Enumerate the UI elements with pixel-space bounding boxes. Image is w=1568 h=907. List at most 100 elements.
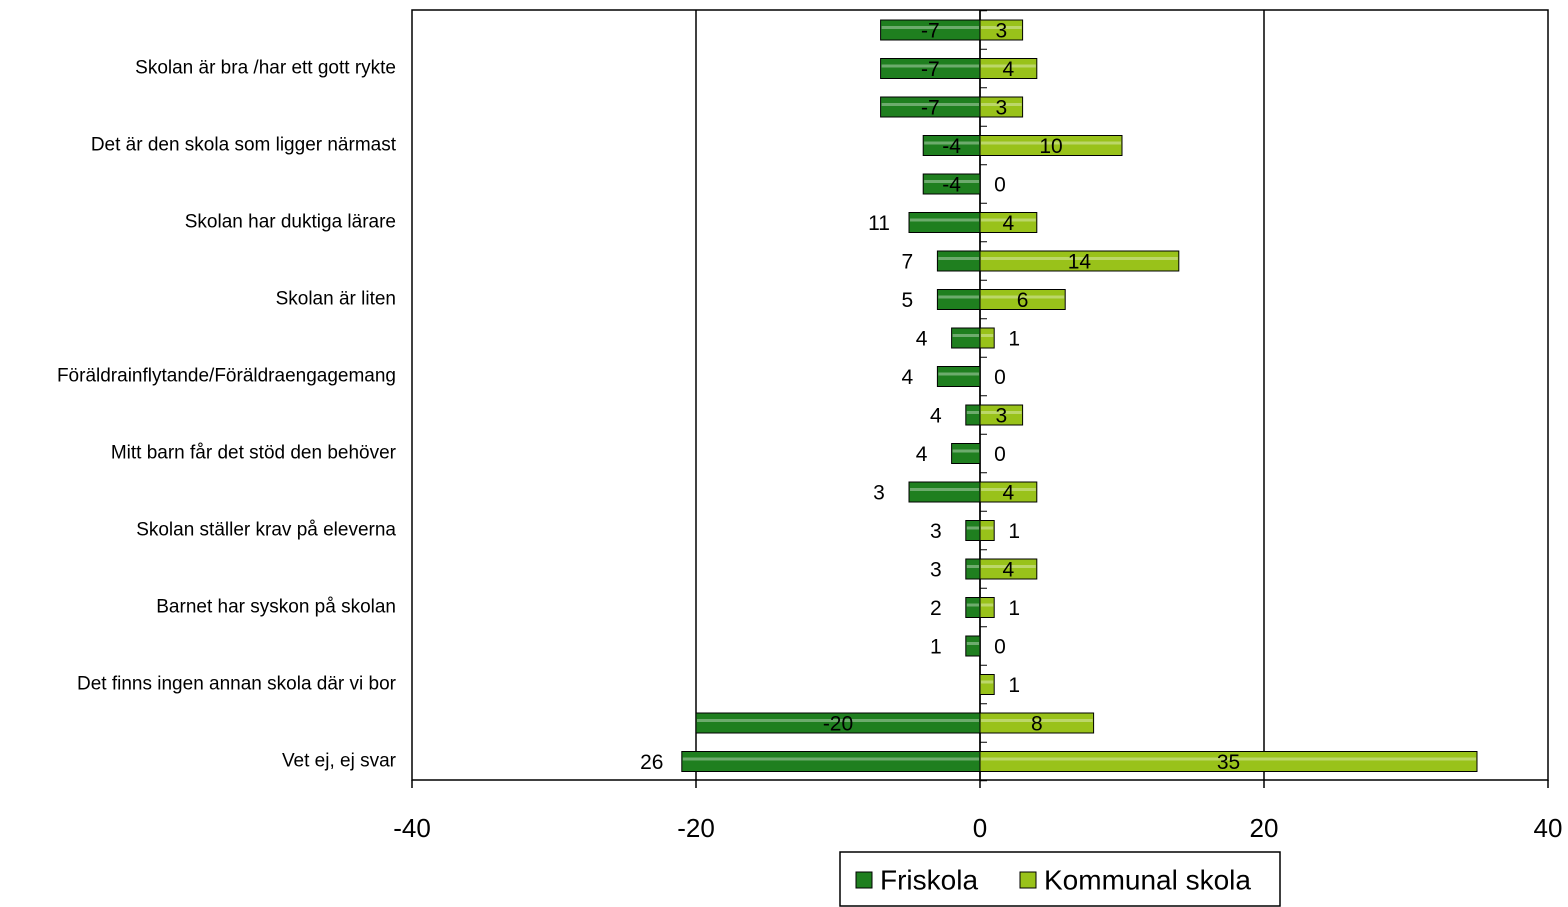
bar [979,520,995,541]
data-label: 4 [916,328,928,351]
category-label: Skolan har duktiga lärare [185,212,396,233]
x-tick-label: -20 [677,813,715,843]
bar-highlight [981,26,1022,29]
bar-highlight [966,411,979,414]
bar [979,674,995,695]
bar-highlight [981,141,1121,145]
data-label: 1 [1008,597,1020,620]
bar [936,366,981,387]
bar [979,289,1066,310]
data-label: 4 [1003,212,1015,235]
bar [979,558,1038,580]
bar [965,558,981,580]
bar-highlight [924,141,979,145]
category-label: Det är den skola som ligger närmast [91,135,397,156]
bar [979,58,1038,79]
bar [979,19,1024,41]
bar-highlight [981,526,994,530]
bar [979,250,1180,272]
data-label: 3 [930,520,942,543]
bar-highlight [981,603,994,607]
bar-highlight [981,565,1036,568]
data-label: -4 [942,174,961,197]
bar [979,212,1038,233]
bar [979,712,1095,734]
x-tick-label: -40 [393,813,431,843]
bar-highlight [981,488,1036,491]
bar-highlight [966,526,979,530]
data-label: 14 [1068,251,1092,274]
x-tick-label: 20 [1250,813,1279,843]
data-label: 4 [1003,482,1015,505]
data-label: 0 [994,174,1006,197]
bar [965,635,981,657]
bar-highlight [952,449,979,453]
bar [965,520,981,541]
data-label: 4 [1003,58,1015,81]
category-label: Skolan är bra /har ett gott rykte [135,58,396,79]
category-label: Vet ej, ej svar [282,751,397,772]
bar [979,135,1123,156]
bar [936,289,981,310]
legend-swatch [1019,871,1037,889]
bar-highlight [697,719,979,722]
category-label: Skolan ställer krav på eleverna [136,520,396,541]
category-label: Skolan är liten [276,289,396,310]
bar-highlight [682,757,979,761]
data-label: 1 [1008,674,1020,697]
bar-highlight [966,565,979,568]
bar [979,404,1024,426]
bar-highlight [981,411,1022,414]
data-label: 35 [1217,751,1240,774]
bar [979,481,1038,503]
bar-highlight [966,642,979,645]
data-label: -7 [921,20,940,43]
bar-highlight [938,372,979,376]
bar-highlight [910,218,979,222]
data-label: 4 [902,366,914,389]
bar-highlight [952,334,979,337]
bar [979,597,995,618]
bar [681,751,981,772]
category-label: Det finns ingen annan skola där vi bor [77,674,397,695]
data-label: 6 [1017,289,1029,312]
category-label: Barnet har syskon på skolan [156,597,396,618]
bar-highlight [981,757,1476,761]
bar-highlight [981,295,1065,299]
bar-highlight [981,719,1093,722]
category-label: Mitt barn får det stöd den behöver [111,443,397,464]
data-label: 2 [930,597,942,620]
bar-highlight [981,103,1022,106]
data-label: 1 [1008,328,1020,351]
data-label: 0 [994,443,1006,466]
bar-highlight [881,103,979,106]
bar-highlight [910,488,979,491]
bar-highlight [938,295,979,299]
data-label: 1 [930,636,942,659]
bar [922,173,981,195]
bar-highlight [981,257,1178,260]
data-label: -4 [942,135,961,158]
data-label: 3 [995,405,1007,428]
x-tick-label: 0 [973,813,987,843]
bar [979,751,1478,772]
legend-box [839,851,1281,907]
bar [965,404,981,426]
bar-highlight [981,218,1036,222]
bar [951,443,981,464]
data-label: 4 [930,405,942,428]
legend-swatch [855,871,873,889]
data-label: 0 [994,636,1006,659]
legend-label: Kommunal skola [1044,864,1251,895]
data-label: 11 [868,212,890,235]
bar-highlight [881,64,979,68]
data-label: 8 [1031,713,1043,736]
bar-highlight [881,26,979,29]
bar-highlight [981,680,994,684]
bar [965,597,981,618]
bar-highlight [938,257,979,260]
data-label: 3 [995,97,1007,120]
bar [951,327,981,349]
data-label: 4 [916,443,928,466]
